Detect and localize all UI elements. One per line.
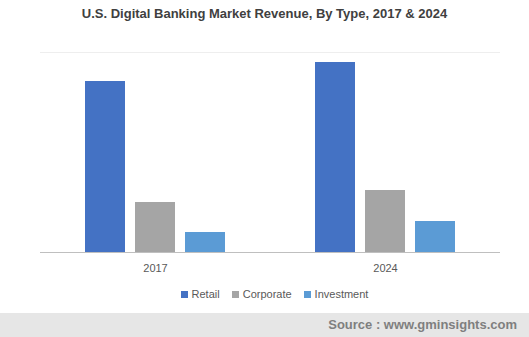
html-text:Retail: Retail <box>191 288 220 300</box>
html-text:Investment: Investment <box>314 288 369 300</box>
html-text:U.S. Digital Banking Market Re: U.S. Digital Banking Market Revenue, By … <box>81 6 448 21</box>
html-text:Corporate: Corporate <box>242 288 292 300</box>
svg-text:2017: 2017 <box>143 262 167 274</box>
html-text:Source : www.gminsights.com: Source : www.gminsights.com <box>328 317 517 332</box>
svg-text:2024: 2024 <box>373 262 397 274</box>
